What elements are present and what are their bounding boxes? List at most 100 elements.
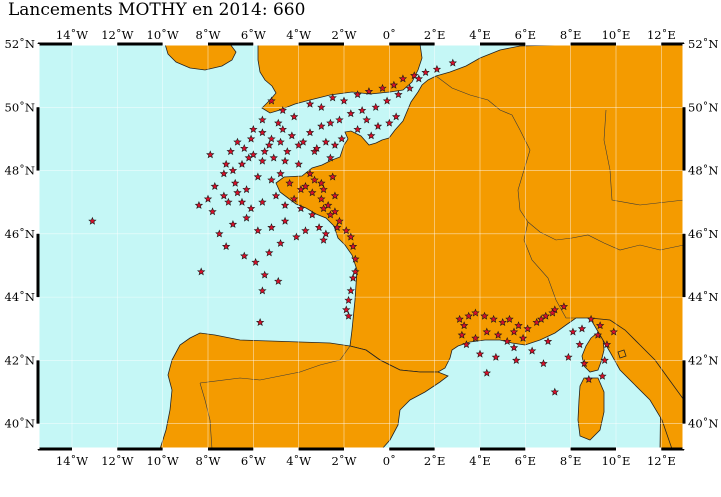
- launch-marker-star: [344, 295, 353, 304]
- launch-marker-star: [305, 99, 315, 108]
- launch-marker-star: [600, 356, 609, 364]
- launch-marker-star: [231, 178, 240, 187]
- launch-marker-star: [260, 270, 269, 279]
- launch-marker-star: [267, 223, 276, 232]
- launch-marker-star: [602, 340, 612, 349]
- launch-marker-star: [237, 159, 247, 168]
- launch-marker-star: [505, 314, 514, 323]
- launch-marker-star: [448, 58, 457, 67]
- launch-marker-star: [226, 147, 235, 156]
- launch-marker-star: [385, 118, 394, 127]
- launch-marker-star: [208, 207, 217, 216]
- launch-marker-star: [586, 314, 596, 323]
- launch-marker-star: [285, 178, 294, 187]
- launch-marker-star: [480, 311, 489, 320]
- lat-tick-label-right: 42˚N: [688, 353, 718, 367]
- launch-marker-star: [471, 333, 480, 342]
- launch-marker-star: [224, 197, 233, 206]
- launch-marker-star: [346, 109, 355, 118]
- launch-marker-star: [326, 153, 335, 162]
- land-elba-island: [617, 349, 627, 359]
- launch-marker-star: [296, 204, 306, 213]
- launch-marker-star: [289, 112, 299, 121]
- lon-tick-label-top: 8˚W: [196, 28, 221, 42]
- launch-marker-star: [258, 286, 267, 295]
- lat-tick-label-left: 42˚N: [5, 353, 35, 367]
- launch-marker-star: [206, 150, 215, 159]
- launch-marker-star: [321, 137, 331, 146]
- launch-marker-star: [228, 166, 238, 175]
- launch-marker-star: [305, 169, 315, 178]
- lon-tick-label-top: 6˚W: [241, 28, 266, 42]
- launch-marker-star: [294, 159, 303, 168]
- launch-marker-star: [244, 153, 253, 162]
- launch-marker-star: [299, 137, 308, 146]
- lon-tick-label-top: 0˚: [383, 28, 396, 42]
- launch-marker-star: [292, 232, 301, 241]
- launch-marker-star: [564, 352, 573, 361]
- lon-tick-label-top: 4˚W: [286, 28, 311, 42]
- launch-marker-star: [584, 374, 593, 383]
- lon-tick-label-top: 8˚E: [560, 28, 581, 42]
- lat-tick-label-left: 46˚N: [5, 227, 35, 241]
- launch-marker-star: [278, 106, 287, 115]
- launch-marker-star: [301, 226, 310, 235]
- launch-marker-star: [323, 200, 333, 209]
- launch-marker-star: [482, 327, 491, 336]
- launch-marker-star: [305, 128, 315, 137]
- launch-marker-star: [197, 267, 206, 276]
- launch-marker-star: [317, 121, 326, 130]
- launch-marker-star: [543, 337, 553, 345]
- launch-marker-star: [258, 128, 267, 137]
- launch-marker-star: [367, 131, 376, 140]
- launch-marker-star: [326, 118, 335, 127]
- launch-marker-star: [462, 340, 471, 349]
- land-ireland: [164, 44, 237, 71]
- launch-marker-star: [258, 156, 267, 165]
- launch-marker-star: [351, 267, 360, 276]
- launch-marker-star: [371, 102, 380, 111]
- launch-marker-star: [459, 321, 469, 330]
- launch-marker-star: [308, 188, 317, 197]
- lon-tick-label-bottom: 12˚E: [647, 454, 676, 468]
- launch-marker-star: [314, 223, 324, 232]
- launch-marker-star: [378, 83, 387, 92]
- launch-marker-star: [221, 242, 231, 251]
- lon-tick-label-top: 10˚W: [147, 28, 179, 42]
- launch-marker-star: [280, 156, 290, 165]
- launch-marker-star: [319, 204, 328, 213]
- launch-marker-star: [319, 185, 328, 194]
- land-iberia: [159, 332, 449, 449]
- launch-marker-star: [364, 87, 374, 96]
- launch-marker-star: [568, 327, 578, 336]
- lon-tick-label-bottom: 8˚E: [560, 454, 581, 468]
- launch-marker-star: [394, 90, 403, 99]
- launch-marker-star: [353, 125, 362, 133]
- launch-marker-star: [577, 324, 587, 333]
- launch-marker-star: [346, 232, 355, 241]
- launch-marker-star: [457, 330, 467, 339]
- launch-marker-star: [503, 337, 512, 345]
- launch-marker-star: [580, 359, 589, 368]
- launch-marker-star: [432, 64, 442, 73]
- launch-marker-star: [253, 226, 263, 235]
- lon-tick-label-top: 2˚W: [332, 28, 357, 42]
- launch-marker-star: [335, 115, 344, 124]
- launch-marker-star: [598, 371, 607, 380]
- launch-marker-star: [333, 223, 342, 232]
- lat-tick-label-right: 50˚N: [688, 100, 718, 114]
- launch-marker-star: [233, 137, 242, 146]
- lat-tick-label-right: 44˚N: [688, 290, 718, 304]
- launch-marker-star: [475, 349, 485, 358]
- launch-marker-star: [348, 273, 358, 282]
- launch-marker-star: [482, 368, 491, 377]
- lon-tick-label-bottom: 8˚W: [196, 454, 221, 468]
- launch-marker-star: [575, 340, 584, 349]
- launch-marker-star: [389, 80, 399, 89]
- launch-marker-star: [321, 229, 331, 238]
- launch-marker-star: [308, 210, 317, 219]
- launch-marker-star: [219, 191, 229, 200]
- launch-marker-star: [210, 181, 219, 190]
- launch-marker-star: [523, 324, 532, 333]
- launch-marker-star: [280, 216, 290, 225]
